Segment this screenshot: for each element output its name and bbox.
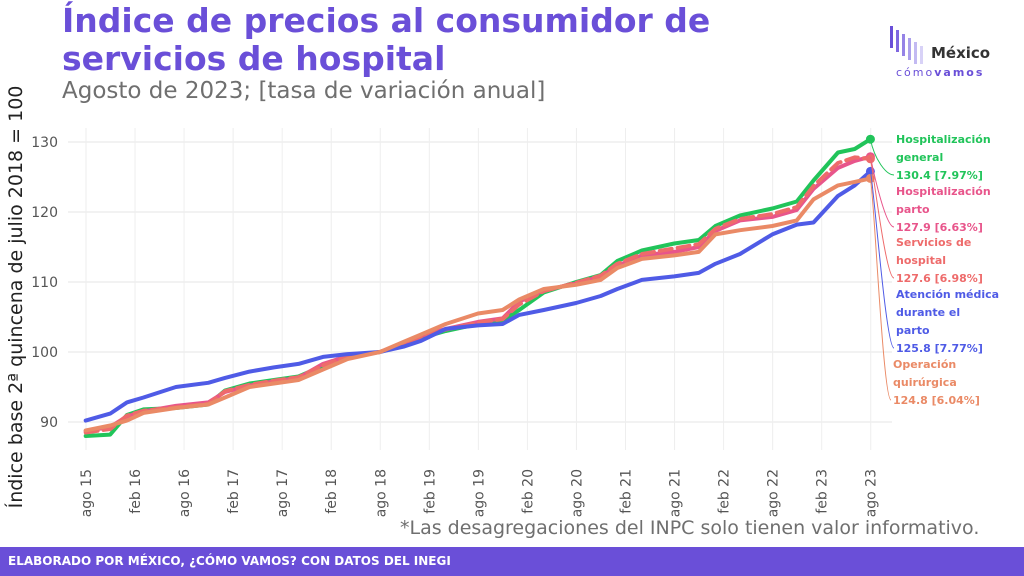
x-tick-label: feb 19 — [422, 469, 438, 514]
series-name-label: parto — [896, 324, 930, 337]
series-value-label: 130.4 [7.97%] — [896, 169, 983, 182]
x-tick-label: ago 18 — [373, 469, 389, 517]
series-label-connector — [869, 178, 892, 401]
x-tick-label: ago 20 — [569, 469, 585, 517]
series-name-label: Atención médica — [896, 288, 999, 301]
series-name-label: Operación — [893, 358, 956, 371]
footer-text: ELABORADO POR MÉXICO, ¿CÓMO VAMOS? CON D… — [8, 554, 451, 568]
mexico-como-vamos-logo: México cómovamos — [888, 24, 1008, 84]
series-layer — [83, 134, 875, 438]
x-tick-label: ago 17 — [275, 469, 291, 517]
logo-name: México — [931, 44, 991, 62]
series-value-label: 127.6 [6.98%] — [896, 272, 983, 285]
footnote: *Las desagregaciones del INPC solo tiene… — [400, 517, 980, 539]
series-line — [83, 169, 873, 423]
series-line — [83, 155, 873, 435]
x-tick-label: feb 16 — [128, 469, 144, 514]
x-tick-label: feb 23 — [815, 469, 831, 514]
x-tick-label: ago 19 — [471, 469, 487, 517]
x-tick-label: feb 21 — [619, 469, 635, 514]
x-tick-label: ago 16 — [177, 469, 193, 517]
series-label-connector — [869, 156, 895, 228]
chart-title: Índice de precios al consumidor de servi… — [62, 1, 711, 78]
series-name-label: general — [896, 151, 943, 164]
series-label-connector — [869, 171, 895, 349]
series-name-label: Hospitalización — [896, 185, 991, 198]
grid-layer: 90 100 110 120 130 ago 15 feb 16 ago 16 feb 17 ag… — [31, 128, 892, 517]
logo-bars-icon — [890, 26, 923, 64]
series-line — [83, 176, 873, 433]
y-tick-label: 90 — [40, 415, 58, 431]
series-name-label: Servicios de — [896, 236, 971, 249]
series-value-label: 125.8 [7.77%] — [896, 342, 983, 355]
label-layer: Hospitalización general 130.4 [7.97%] Hospi… — [869, 133, 999, 407]
series-name-label: durante el — [896, 306, 960, 319]
y-tick-label: 120 — [31, 205, 58, 221]
chart-subtitle: Agosto de 2023; [tasa de variación anual… — [62, 78, 546, 104]
x-tick-label: ago 23 — [864, 469, 880, 517]
logo-tagline: cómovamos — [896, 66, 985, 79]
x-tick-label: ago 21 — [668, 469, 684, 517]
series-name-label: Hospitalización — [896, 133, 991, 146]
series-label-connector — [869, 158, 895, 279]
x-tick-label: feb 22 — [717, 469, 733, 514]
footer-bar: ELABORADO POR MÉXICO, ¿CÓMO VAMOS? CON D… — [0, 547, 1024, 576]
series-label-connector — [869, 139, 895, 176]
y-axis-label: Índice base 2ª quincena de julio 2018 = … — [4, 86, 27, 509]
y-tick-label: 110 — [31, 275, 58, 291]
y-tick-label: 130 — [31, 135, 58, 151]
series-value-label: 124.8 [6.04%] — [893, 394, 980, 407]
series-name-label: quirúrgica — [893, 376, 957, 389]
series-name-label: parto — [896, 203, 930, 216]
x-tick-label: feb 20 — [520, 469, 536, 514]
x-tick-label: ago 22 — [766, 469, 782, 517]
x-tick-label: ago 15 — [79, 469, 95, 517]
x-tick-label: feb 17 — [226, 469, 242, 514]
series-value-label: 127.9 [6.63%] — [896, 221, 983, 234]
x-tick-label: feb 18 — [324, 469, 340, 514]
y-tick-label: 100 — [31, 345, 58, 361]
series-name-label: hospital — [896, 254, 946, 267]
